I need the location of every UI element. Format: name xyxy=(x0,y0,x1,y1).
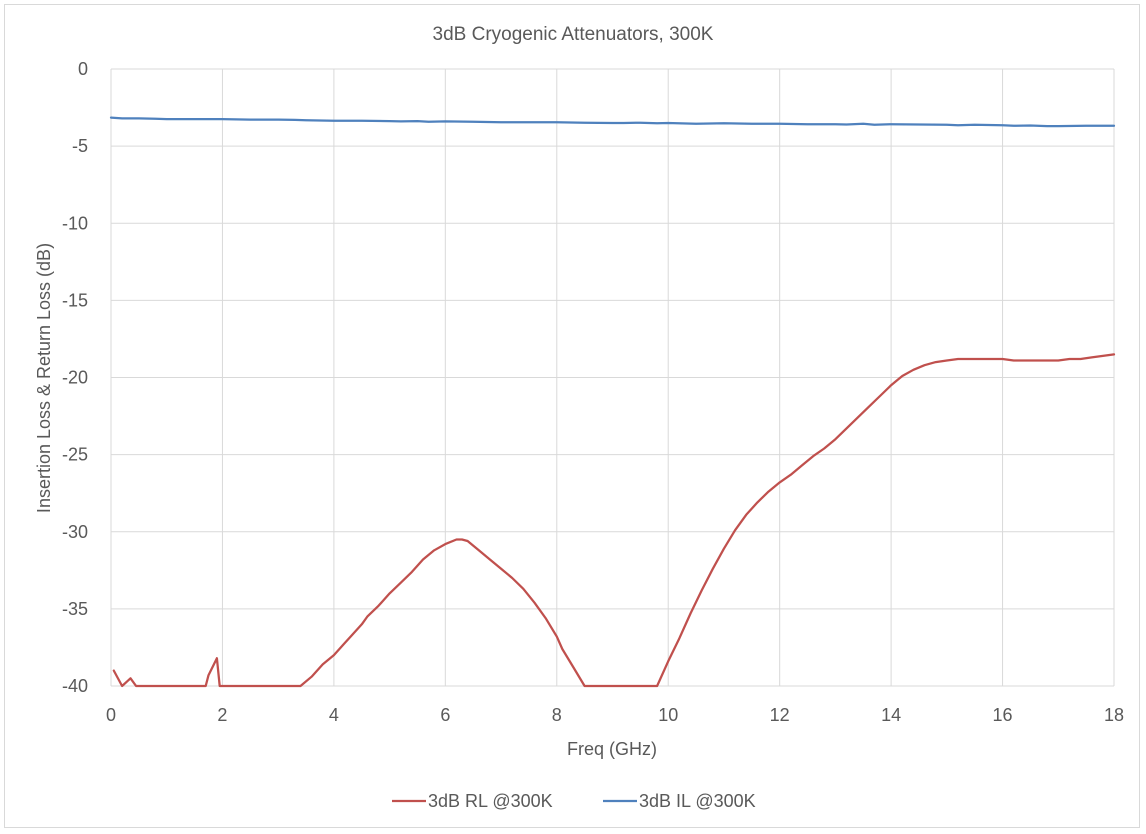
y-axis-title: Insertion Loss & Return Loss (dB) xyxy=(34,243,54,513)
legend: 3dB RL @300K 3dB IL @300K xyxy=(392,791,756,811)
legend-label: 3dB RL @300K xyxy=(428,791,553,811)
x-tick-label: 2 xyxy=(217,705,227,725)
y-tick-label: -30 xyxy=(62,522,88,542)
x-tick-label: 14 xyxy=(881,705,901,725)
y-tick-label: -20 xyxy=(62,368,88,388)
legend-label: 3dB IL @300K xyxy=(639,791,756,811)
chart-title: 3dB Cryogenic Attenuators, 300K xyxy=(433,24,714,45)
y-tick-labels: 0 -5 -10 -15 -20 -25 -30 -35 -40 xyxy=(62,59,88,696)
chart-frame xyxy=(4,4,1140,828)
gridlines xyxy=(110,68,1115,687)
x-tick-labels: 0 2 4 6 8 10 12 14 16 18 xyxy=(106,705,1124,725)
y-tick-label: -15 xyxy=(62,290,88,310)
series-line-rl xyxy=(112,353,1116,688)
y-tick-label: -35 xyxy=(62,599,88,619)
y-tick-label: -10 xyxy=(62,213,88,233)
series-line-il xyxy=(109,116,1116,128)
y-tick-label: -25 xyxy=(62,445,88,465)
x-tick-label: 12 xyxy=(770,705,790,725)
series-lines xyxy=(109,116,1116,688)
x-tick-label: 6 xyxy=(440,705,450,725)
x-axis-title: Freq (GHz) xyxy=(567,739,657,759)
y-tick-label: -40 xyxy=(62,676,88,696)
x-tick-label: 16 xyxy=(993,705,1013,725)
x-tick-label: 10 xyxy=(658,705,678,725)
y-tick-label: 0 xyxy=(78,59,88,79)
x-tick-label: 8 xyxy=(552,705,562,725)
x-tick-label: 18 xyxy=(1104,705,1124,725)
x-tick-label: 4 xyxy=(329,705,339,725)
y-tick-label: -5 xyxy=(72,136,88,156)
x-tick-label: 0 xyxy=(106,705,116,725)
